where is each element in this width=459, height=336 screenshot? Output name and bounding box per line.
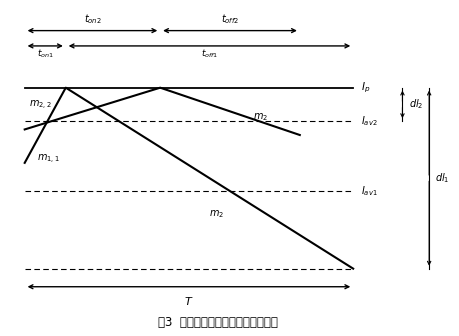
Text: $m_2$: $m_2$ xyxy=(252,111,267,123)
Text: $dl_1$: $dl_1$ xyxy=(434,171,449,185)
Text: $m_{1,1}$: $m_{1,1}$ xyxy=(37,153,60,166)
Text: $dl_2$: $dl_2$ xyxy=(408,97,422,111)
Text: $I_{av2}$: $I_{av2}$ xyxy=(361,114,377,128)
Text: $t_{off1}$: $t_{off1}$ xyxy=(201,47,218,60)
Text: $m_2$: $m_2$ xyxy=(209,208,224,219)
Text: $t_{on2}$: $t_{on2}$ xyxy=(84,13,101,27)
Text: $I_p$: $I_p$ xyxy=(361,81,370,95)
Text: $I_{av1}$: $I_{av1}$ xyxy=(361,184,377,198)
Text: $m_{2,2}$: $m_{2,2}$ xyxy=(29,99,51,112)
Text: $T$: $T$ xyxy=(184,295,193,307)
Text: 图3  在不同占空比下输出电感的电流: 图3 在不同占空比下输出电感的电流 xyxy=(157,316,277,329)
Text: $t_{off2}$: $t_{off2}$ xyxy=(220,13,239,27)
Text: $t_{on1}$: $t_{on1}$ xyxy=(37,47,54,60)
